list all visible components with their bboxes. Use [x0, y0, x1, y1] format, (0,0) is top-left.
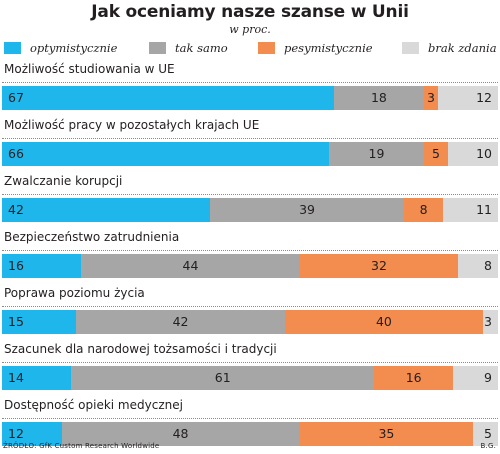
bar-segment-tak-samo: 48 [61, 422, 300, 446]
category-label: Szacunek dla narodowej tożsamości i trad… [4, 342, 277, 356]
data-label: 44 [182, 258, 199, 273]
bar-segment-pesymistycznie: 40 [284, 310, 484, 334]
data-label: 15 [8, 314, 24, 329]
category-label: Zwalczanie korupcji [4, 174, 123, 188]
data-label: 35 [378, 426, 395, 441]
bar-segment-optymistycznie: 42 [2, 198, 211, 222]
legend: optymistycznie tak samo pesymistycznie b… [0, 40, 500, 56]
bar-segment-pesymistycznie: 5 [423, 142, 449, 166]
bar-segment-tak-samo: 19 [329, 142, 424, 166]
bar-segment-pesymistycznie: 3 [423, 86, 439, 110]
chart-row: Dostępność opieki medycznej 12 48 35 5 [0, 398, 500, 452]
data-label: 12 [476, 90, 492, 105]
chart-subtitle: w proc. [229, 23, 271, 36]
legend-label-tak-samo: tak samo [175, 41, 228, 55]
data-label: 42 [172, 314, 189, 329]
data-label: 3 [427, 90, 435, 105]
dotted-divider [2, 82, 498, 83]
data-label: 32 [371, 258, 387, 273]
stacked-bar: 16 44 32 8 [2, 254, 498, 278]
data-label: 12 [8, 426, 24, 441]
author-initials: B.G. [480, 442, 496, 450]
data-label: 10 [476, 146, 492, 161]
chart-row: Zwalczanie korupcji 42 39 8 11 [0, 174, 500, 228]
data-label: 5 [484, 426, 492, 441]
category-label: Możliwość pracy w pozostałych krajach UE [4, 118, 260, 132]
stacked-bar: 42 39 8 11 [2, 198, 498, 222]
legend-swatch-tak-samo [149, 42, 166, 54]
data-label: 14 [8, 370, 24, 385]
legend-label-optymistycznie: optymistycznie [30, 41, 118, 55]
stacked-bar: 67 18 3 12 [2, 86, 498, 110]
stacked-bar: 14 61 16 9 [2, 366, 498, 390]
data-label: 16 [405, 370, 422, 385]
bar-segment-optymistycznie: 15 [2, 310, 77, 334]
category-label: Poprawa poziomu życia [4, 286, 145, 300]
data-label: 19 [368, 146, 385, 161]
data-label: 11 [476, 202, 492, 217]
chart-row: Szacunek dla narodowej tożsamości i trad… [0, 342, 500, 396]
bar-segment-tak-samo: 44 [81, 254, 300, 278]
bar-segment-brak-zdania: 8 [458, 254, 498, 278]
dotted-divider [2, 194, 498, 195]
chart-row: Bezpieczeństwo zatrudnienia 16 44 32 8 [0, 230, 500, 284]
source-note: ŹRÓDŁO: GfK Custom Research Worldwide [3, 442, 160, 450]
category-label: Możliwość studiowania w UE [4, 62, 175, 76]
bar-segment-pesymistycznie: 32 [299, 254, 459, 278]
bar-segment-brak-zdania: 12 [438, 86, 498, 110]
bar-segment-brak-zdania: 3 [483, 310, 498, 334]
bar-segment-pesymistycznie: 8 [403, 198, 444, 222]
category-label: Dostępność opieki medycznej [4, 398, 183, 412]
data-label: 5 [432, 146, 440, 161]
category-label: Bezpieczeństwo zatrudnienia [4, 230, 180, 244]
data-label: 9 [484, 370, 492, 385]
legend-swatch-pesymistycznie [258, 42, 275, 54]
bar-segment-pesymistycznie: 35 [299, 422, 474, 446]
data-label: 67 [8, 90, 24, 105]
bar-segment-pesymistycznie: 16 [373, 366, 454, 390]
data-label: 16 [8, 258, 24, 273]
bar-segment-brak-zdania: 10 [448, 142, 498, 166]
chart-row: Poprawa poziomu życia 15 42 40 3 [0, 286, 500, 340]
bar-segment-brak-zdania: 9 [453, 366, 498, 390]
stacked-bar: 12 48 35 5 [2, 422, 498, 446]
stacked-bar: 66 19 5 10 [2, 142, 498, 166]
legend-label-pesymistycznie: pesymistycznie [284, 41, 373, 55]
bar-segment-optymistycznie: 14 [2, 366, 72, 390]
data-label: 48 [172, 426, 189, 441]
bar-segment-optymistycznie: 67 [2, 86, 335, 110]
data-label: 18 [370, 90, 387, 105]
dotted-divider [2, 306, 498, 307]
bar-segment-tak-samo: 39 [210, 198, 404, 222]
stacked-bar: 15 42 40 3 [2, 310, 498, 334]
legend-swatch-optymistycznie [4, 42, 21, 54]
bar-segment-tak-samo: 18 [334, 86, 424, 110]
bar-segment-tak-samo: 42 [76, 310, 285, 334]
data-label: 8 [484, 258, 492, 273]
chart-row: Możliwość studiowania w UE 67 18 3 12 [0, 62, 500, 116]
bar-segment-brak-zdania: 11 [443, 198, 498, 222]
dotted-divider [2, 362, 498, 363]
legend-label-brak-zdania: brak zdania [428, 41, 497, 55]
dotted-divider [2, 418, 498, 419]
bar-segment-brak-zdania: 5 [473, 422, 498, 446]
data-label: 3 [484, 314, 492, 329]
data-label: 39 [299, 202, 315, 217]
data-label: 42 [8, 202, 24, 217]
legend-swatch-brak-zdania [402, 42, 419, 54]
bar-segment-optymistycznie: 16 [2, 254, 82, 278]
chart-row: Możliwość pracy w pozostałych krajach UE… [0, 118, 500, 172]
data-label: 61 [214, 370, 231, 385]
dotted-divider [2, 250, 498, 251]
data-label: 8 [419, 202, 428, 217]
data-label: 40 [375, 314, 392, 329]
dotted-divider [2, 138, 498, 139]
bar-segment-tak-samo: 61 [71, 366, 374, 390]
bar-segment-optymistycznie: 12 [2, 422, 62, 446]
data-label: 66 [8, 146, 24, 161]
chart-title: Jak oceniamy nasze szanse w Unii [91, 2, 409, 22]
bar-segment-optymistycznie: 66 [2, 142, 330, 166]
